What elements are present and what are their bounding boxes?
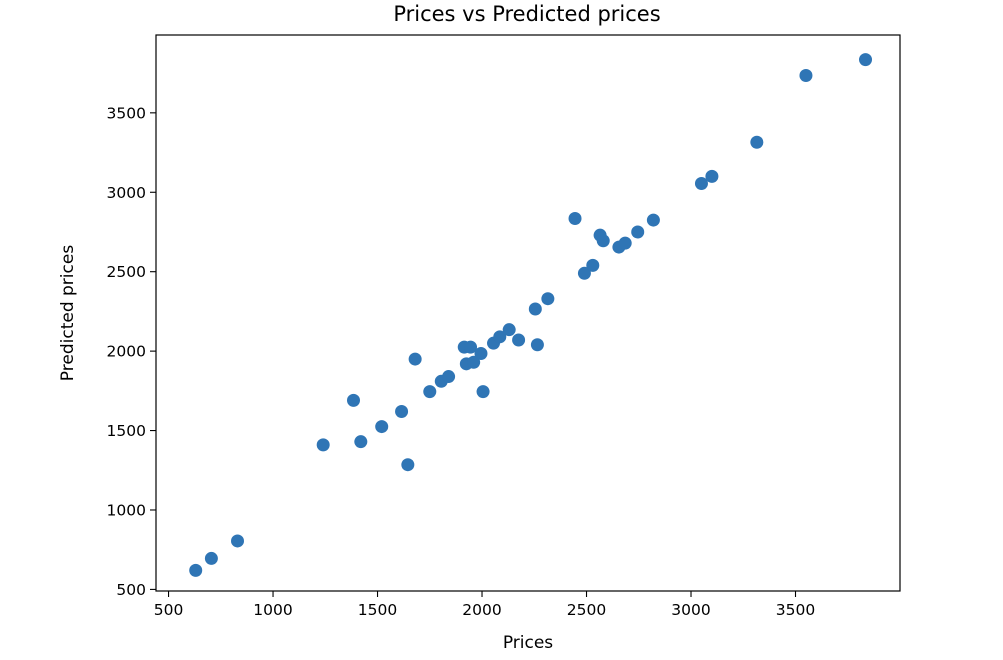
scatter-point bbox=[596, 234, 610, 248]
scatter-point bbox=[401, 458, 415, 472]
scatter-point bbox=[476, 385, 490, 399]
scatter-point bbox=[859, 53, 873, 67]
scatter-point bbox=[464, 340, 478, 354]
scatter-point bbox=[467, 355, 481, 369]
y-tick-label: 1000 bbox=[107, 501, 146, 519]
chart-title: Prices vs Predicted prices bbox=[393, 2, 660, 26]
scatter-point bbox=[586, 258, 600, 272]
x-tick-label: 2000 bbox=[462, 601, 501, 619]
scatter-point bbox=[189, 563, 203, 577]
scatter-point bbox=[442, 370, 456, 384]
scatter-point bbox=[502, 323, 516, 337]
scatter-point bbox=[493, 330, 507, 344]
scatter-point bbox=[204, 551, 218, 565]
y-tick-label: 3000 bbox=[107, 184, 146, 202]
scatter-point bbox=[618, 236, 632, 250]
scatter-point bbox=[694, 177, 708, 191]
scatter-point bbox=[423, 385, 437, 399]
x-tick-label: 3500 bbox=[776, 601, 815, 619]
y-tick-label: 2500 bbox=[107, 263, 146, 281]
scatter-point bbox=[375, 420, 389, 434]
plot-area-frame bbox=[155, 34, 901, 592]
scatter-point bbox=[474, 347, 488, 361]
x-axis-label: Prices bbox=[503, 633, 553, 653]
axis-ticks: 500 1000 1500 2000 2500 3000 3500 500 1000 1500 20… bbox=[107, 104, 816, 619]
scatter-point bbox=[750, 135, 764, 149]
y-tick-label: 1500 bbox=[107, 422, 146, 440]
scatter-point bbox=[512, 333, 526, 347]
scatter-point bbox=[346, 393, 360, 407]
y-axis-label: Predicted prices bbox=[58, 245, 78, 382]
scatter-point bbox=[530, 338, 544, 352]
scatter-point bbox=[568, 211, 582, 225]
x-tick-label: 3000 bbox=[671, 601, 710, 619]
scatter-point bbox=[705, 169, 719, 183]
scatter-point bbox=[577, 266, 591, 280]
scatter-point bbox=[528, 302, 542, 316]
x-tick-label: 500 bbox=[154, 601, 184, 619]
scatter-point bbox=[799, 69, 813, 83]
y-tick-label: 500 bbox=[116, 581, 146, 599]
x-tick-label: 1500 bbox=[358, 601, 397, 619]
scatter-point bbox=[631, 225, 645, 239]
scatter-point bbox=[408, 352, 422, 366]
scatter-point bbox=[316, 438, 330, 452]
scatter-point bbox=[231, 534, 245, 548]
x-tick-label: 1000 bbox=[253, 601, 292, 619]
x-tick-label: 2500 bbox=[567, 601, 606, 619]
y-tick-label: 3500 bbox=[107, 104, 146, 122]
scatter-point bbox=[541, 292, 555, 306]
scatter-point bbox=[395, 404, 409, 418]
scatter-point bbox=[354, 435, 368, 449]
y-tick-label: 2000 bbox=[107, 343, 146, 361]
data-points bbox=[189, 53, 873, 577]
scatter-point bbox=[646, 213, 660, 227]
